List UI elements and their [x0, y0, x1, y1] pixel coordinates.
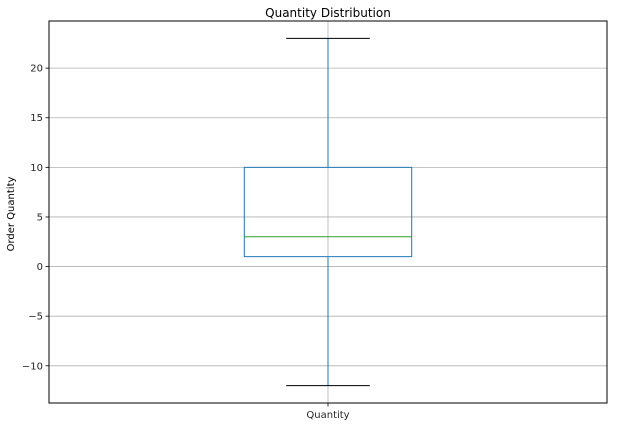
y-tick-label: 5 [37, 212, 43, 223]
box-layer [243, 37, 413, 387]
plot-frame [48, 20, 608, 404]
y-tick-label: 15 [30, 113, 43, 124]
axis-ticks: −10 −5 0 5 10 15 20 Quantity [22, 64, 350, 421]
y-tick-label: −10 [22, 361, 43, 372]
y-tick-label: 0 [37, 262, 43, 273]
y-tick-label: 10 [30, 163, 43, 174]
chart-title: Quantity Distribution [265, 6, 391, 20]
y-tick-label: 20 [30, 64, 43, 75]
y-tick-label: −5 [28, 312, 43, 323]
y-axis-label: Order Quantity [6, 177, 17, 252]
x-tick-label: Quantity [306, 410, 349, 421]
iqr-box [243, 166, 413, 258]
